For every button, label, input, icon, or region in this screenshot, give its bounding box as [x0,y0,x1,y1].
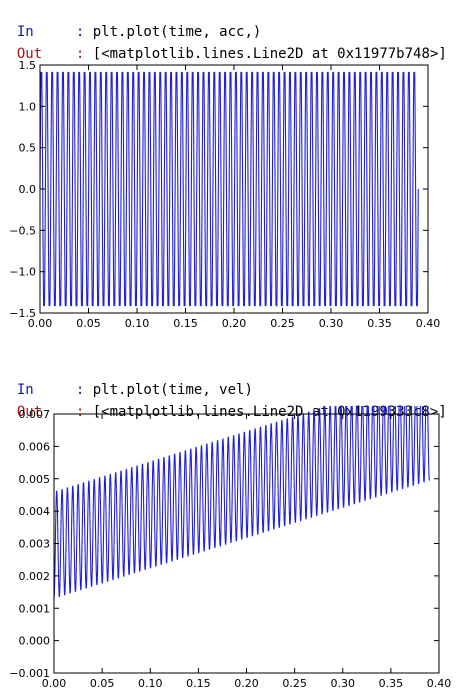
y-tick-label: 0.000 [19,635,51,648]
y-tick-label: 0.006 [19,440,51,453]
in-label: In [16,382,34,398]
y-tick-label: −1.0 [9,266,36,279]
output-text: [<matplotlib.lines.Line2D at 0x1199333c8… [92,404,447,420]
chart-acc: 0.00 0.05 0.10 0.15 0.20 0.25 0.30 0.35 0.40 1.5 1… [9,59,441,330]
x-tick-label: 0.00 [42,677,67,690]
x-tick-label: 0.25 [270,317,295,330]
y-tick-label: 1.5 [19,59,37,72]
out-prompt-line-1: Out : [<matplotlib.lines.Line2D at 0x119… [0,24,447,62]
x-tick-label: 0.40 [416,317,441,330]
y-tick-label: 0.007 [19,408,51,421]
y-tick-label: 0.004 [19,505,51,518]
series-line [53,406,430,599]
y-tick-label: 0.0 [19,183,37,196]
y-tick-label: 0.005 [19,473,51,486]
code-input[interactable]: plt.plot(time, vel) [92,382,253,398]
x-tick-label: 0.15 [173,317,198,330]
x-tick-label: 0.30 [319,317,344,330]
y-tick-label: −1.5 [9,307,36,320]
x-tick-label: 0.40 [427,677,452,690]
y-tick-label: 1.0 [19,100,37,113]
y-tick-label: −0.001 [9,667,50,680]
out-label: Out [16,46,43,62]
in-prompt-line-1: In : plt.plot(time, acc,) [0,2,261,40]
out-colon: : [75,46,85,62]
x-tick-label: 0.10 [125,317,150,330]
x-tick-label: 0.25 [282,677,307,690]
x-tick-label: 0.05 [76,317,101,330]
code-input[interactable]: plt.plot(time, acc,) [92,24,262,40]
y-tick-label: 0.003 [19,538,51,551]
x-tick-label: 0.20 [222,317,247,330]
series-line [39,71,419,307]
x-tick-label: 0.00 [28,317,53,330]
y-tick-label: 0.5 [19,142,37,155]
in-label: In [16,24,34,40]
x-tick-label: 0.10 [138,677,163,690]
output-text: [<matplotlib.lines.Line2D at 0x11977b748… [92,46,447,62]
y-tick-label: −0.5 [9,224,36,237]
x-tick-label: 0.05 [90,677,115,690]
x-tick-label: 0.30 [331,677,356,690]
in-colon: : [75,24,85,40]
in-prompt-line-2: In : plt.plot(time, vel) [0,360,253,398]
x-tick-label: 0.35 [367,317,392,330]
out-label: Out [16,404,43,420]
out-prompt-line-2: Out : [<matplotlib.lines.Line2D at 0x119… [0,382,447,420]
x-tick-label: 0.35 [379,677,404,690]
out-colon: : [75,404,85,420]
in-colon: : [75,382,85,398]
y-tick-label: 0.002 [19,570,51,583]
x-tick-label: 0.15 [186,677,211,690]
x-tick-label: 0.20 [234,677,259,690]
y-tick-label: 0.001 [19,602,51,615]
chart-vel: 0.00 0.05 0.10 0.15 0.20 0.25 0.30 0.35 0.40 0.00… [9,406,452,690]
